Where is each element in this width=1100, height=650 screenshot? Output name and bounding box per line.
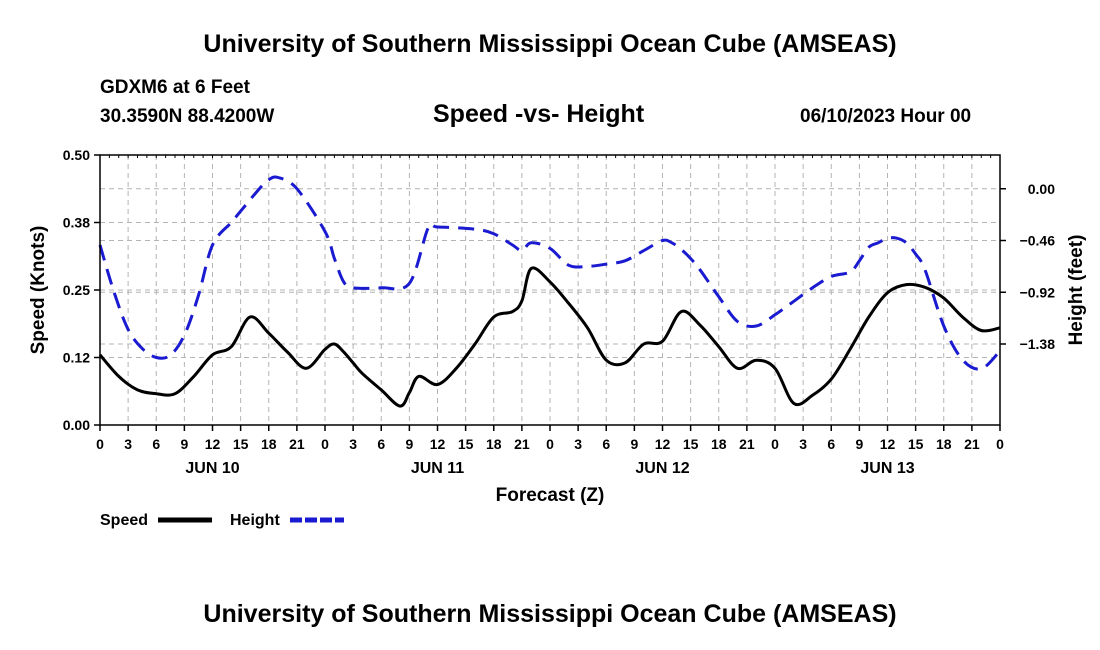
y2-tick-label: 0.00	[1028, 181, 1055, 197]
chart-title: Speed -vs- Height	[433, 100, 645, 128]
y-axis-title: Speed (Knots)	[28, 226, 49, 355]
x-tick-label: 3	[349, 436, 357, 452]
axes: 0 3 6 9 12 15 18 21 0 3 6 9 12 15 18 21 0 3 6 9 12 15 18 21 0 3 6 9…	[28, 147, 1087, 506]
x-tick-label: 12	[880, 436, 896, 452]
x-tick-label: 6	[377, 436, 385, 452]
y-tick-label: 0.00	[63, 417, 90, 433]
y2-tick-label: −0.92	[1020, 284, 1056, 300]
y2-axis-title: Height (feet)	[1066, 235, 1087, 346]
forecast-datetime: 06/10/2023 Hour 00	[800, 106, 972, 127]
x-tick-label: 0	[96, 436, 104, 452]
x-tick-label: 21	[514, 436, 530, 452]
legend-label-height: Height	[230, 512, 280, 529]
x-tick-label: 12	[430, 436, 446, 452]
x-tick-label: 6	[827, 436, 835, 452]
x-tick-label: 3	[799, 436, 807, 452]
x-tick-label: 21	[964, 436, 980, 452]
y-tick-label: 0.50	[63, 147, 90, 163]
x-tick-label: 0	[996, 436, 1004, 452]
x-tick-label: 9	[630, 436, 638, 452]
x-tick-label: 15	[458, 436, 474, 452]
station-label: GDXM6 at 6 Feet	[100, 77, 250, 98]
y-tick-label: 0.25	[63, 282, 90, 298]
day-label: JUN 13	[860, 460, 914, 477]
y-tick-label: 0.38	[63, 215, 90, 231]
x-tick-label: 15	[683, 436, 699, 452]
x-tick-label: 0	[546, 436, 554, 452]
x-tick-label: 12	[205, 436, 221, 452]
y2-tick-label: −1.38	[1020, 336, 1056, 352]
station-coordinates: 30.3590N 88.4200W	[100, 106, 275, 127]
x-tick-label: 21	[289, 436, 305, 452]
page-title: University of Southern Mississippi Ocean…	[203, 30, 897, 58]
x-tick-label: 9	[855, 436, 863, 452]
x-tick-label: 18	[711, 436, 727, 452]
x-tick-label: 3	[124, 436, 132, 452]
legend: Speed Height	[100, 512, 344, 529]
x-tick-label: 18	[936, 436, 952, 452]
height-series-line	[98, 175, 1002, 371]
day-label: JUN 11	[411, 460, 464, 477]
footer-title: University of Southern Mississippi Ocean…	[203, 600, 897, 628]
x-tick-label: 15	[908, 436, 924, 452]
x-tick-label: 3	[574, 436, 582, 452]
day-label: JUN 12	[635, 460, 689, 477]
speed-height-chart: 0 3 6 9 12 15 18 21 0 3 6 9 12 15 18 21 0 3 6 9 12 15 18 21 0 3 6 9…	[28, 147, 1087, 529]
x-tick-label: 0	[321, 436, 329, 452]
day-label: JUN 10	[185, 460, 239, 477]
x-axis-title: Forecast (Z)	[496, 485, 605, 506]
x-tick-label: 18	[486, 436, 502, 452]
x-tick-label: 15	[233, 436, 249, 452]
x-tick-label: 18	[261, 436, 277, 452]
x-tick-label: 6	[602, 436, 610, 452]
y-tick-label: 0.12	[63, 350, 90, 366]
plot-series	[98, 175, 1002, 408]
x-tick-label: 6	[152, 436, 160, 452]
legend-label-speed: Speed	[100, 512, 148, 529]
x-tick-label: 9	[405, 436, 413, 452]
y2-tick-label: −0.46	[1020, 233, 1056, 249]
x-tick-label: 21	[739, 436, 755, 452]
x-tick-label: 9	[180, 436, 188, 452]
x-tick-label: 12	[655, 436, 671, 452]
x-tick-label: 0	[771, 436, 779, 452]
speed-series-line	[98, 266, 1001, 408]
grid	[100, 155, 1000, 425]
